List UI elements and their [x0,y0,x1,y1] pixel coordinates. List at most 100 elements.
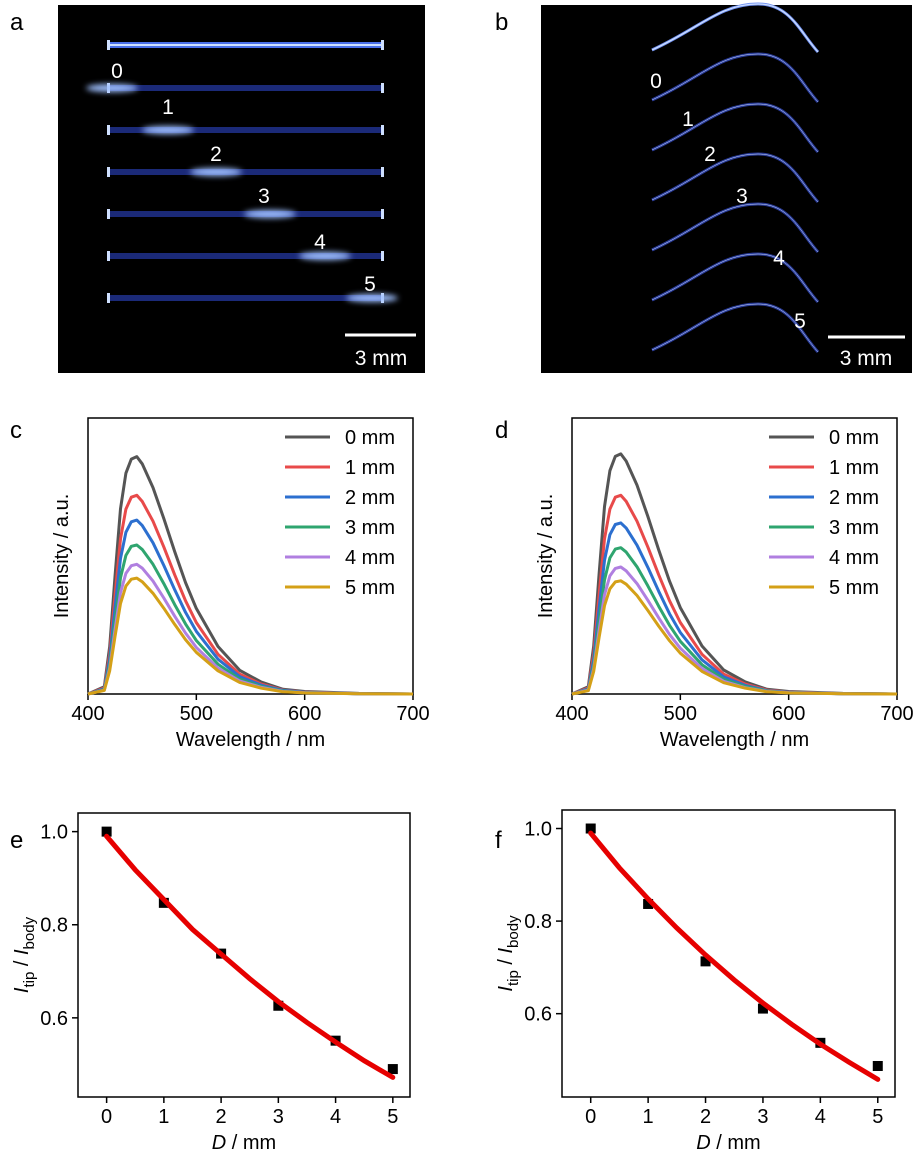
legend-label: 2 mm [829,487,879,509]
legend-label: 2 mm [345,487,395,509]
y-tick-label: 1.0 [40,822,68,844]
image-label: 5 [364,273,376,296]
y-tick-label: 0.8 [524,911,552,933]
x-tick-label: 3 [757,1106,768,1128]
image-label: 4 [314,231,326,254]
legend-label: 0 mm [345,427,395,449]
glow-spot [190,168,242,176]
legend-label: 5 mm [345,577,395,599]
data-point [585,823,596,834]
axis-label-part: / [495,954,517,971]
rod-edge [107,125,110,135]
legend-label: 4 mm [345,547,395,569]
axis-label-part: / mm [711,1132,761,1154]
fit-line [104,833,396,1080]
legend-label: 3 mm [345,517,395,539]
data-point [757,1003,768,1014]
glow-spot [299,252,351,260]
panel-letter: b [495,9,508,36]
x-tick-label: 2 [216,1106,227,1128]
axis-label: Itip / Ibody [11,916,38,993]
axis-label-part: / [11,955,33,972]
legend-label: 1 mm [345,457,395,479]
axis-label: Wavelength / nm [660,729,809,751]
axis-label: Intensity / a.u. [535,494,557,619]
y-tick-label: 1.0 [524,819,552,841]
x-tick-label: 1 [643,1106,654,1128]
rod-edge [107,167,110,177]
plot-frame [77,812,411,1098]
axis-label-part: D [696,1132,710,1154]
rod-edge [381,251,384,261]
axis-label-part: body [505,915,522,948]
x-tick-label: 700 [396,703,429,725]
bent-rod-core [651,153,819,203]
bent-rod-core [651,253,819,303]
x-tick-label: 2 [700,1106,711,1128]
data-point [872,1060,883,1071]
data-point [101,826,112,837]
axis-label-part: tip [505,970,522,986]
x-tick-label: 600 [772,703,805,725]
rod [107,295,384,301]
rod-edge [107,293,110,303]
bent-rod-core [651,303,819,353]
legend-label: 0 mm [829,427,879,449]
x-tick-label: 400 [555,703,588,725]
legend-label: 3 mm [829,517,879,539]
y-tick-label: 0.8 [40,915,68,937]
image-label: 2 [704,143,716,166]
glow-spot [86,84,138,92]
bent-rod-core [651,103,819,153]
x-tick-label: 5 [387,1106,398,1128]
data-point [700,956,711,967]
rod-edge [381,40,384,50]
data-point [643,898,654,909]
scale-bar-label: 3 mm [840,347,893,370]
axis-label-part: / mm [226,1132,276,1154]
rod [107,169,384,175]
image-label: 1 [682,108,694,131]
rod-edge [107,40,110,50]
panel-letter: c [10,417,22,444]
legend-label: 4 mm [829,547,879,569]
plot-frame [87,417,414,695]
x-tick-label: 500 [664,703,697,725]
x-tick-label: 600 [288,703,321,725]
bent-rod-core [651,3,819,53]
rod-edge [107,251,110,261]
bent-rod-core [651,53,819,103]
axis-label-part: I [11,987,33,993]
glow-spot [142,126,194,134]
axis-label-part: tip [21,972,38,988]
y-tick-label: 0.6 [40,1008,68,1030]
panel-letter: d [495,417,508,444]
spectrum-line [87,576,414,696]
image-label: 2 [210,143,222,166]
image-label: 4 [773,247,785,270]
axis-label-part: I [11,949,33,955]
panel-letter: e [10,827,23,854]
axis-label-part: I [495,948,517,954]
x-tick-label: 0 [585,1106,596,1128]
image-label: 0 [650,70,662,93]
x-tick-label: 3 [273,1106,284,1128]
axis-label: D / mm [696,1132,760,1154]
data-point [387,1064,398,1075]
panel-letter: a [10,9,24,36]
plot-frame [561,809,896,1098]
scale-bar-label: 3 mm [355,347,408,370]
x-tick-label: 400 [71,703,104,725]
rod-edge [381,125,384,135]
rod [107,127,384,133]
photo-a [58,5,425,373]
glow-spot [244,210,296,218]
rod [107,253,384,259]
axis-label: D / mm [212,1132,276,1154]
rod [107,85,384,91]
rod-edge [381,83,384,93]
glow-spot [346,294,398,302]
bent-rod-core [651,203,819,253]
panel-letter: f [495,827,502,854]
